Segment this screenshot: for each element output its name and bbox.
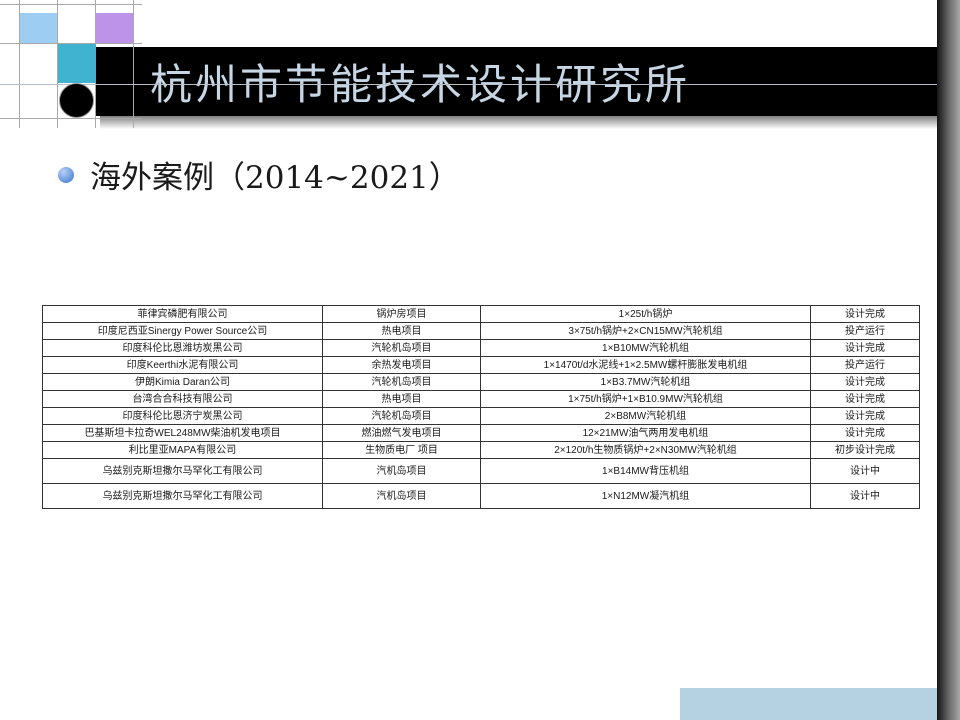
grid-line-horizontal	[0, 43, 142, 44]
table-cell: 乌兹别克斯坦撒尔马罕化工有限公司	[42, 458, 323, 484]
grid-line-horizontal	[0, 118, 142, 119]
table-row: 伊朗Kimia Daran公司 汽轮机岛项目 1×B3.7MW汽轮机组 设计完成	[42, 373, 920, 391]
table-cell: 汽机岛项目	[322, 483, 481, 509]
table-cell: 生物质电厂 项目	[322, 441, 481, 459]
table-row: 印度科伦比恩潍坊炭黑公司 汽轮机岛项目 1×B10MW汽轮机组 设计完成	[42, 339, 920, 357]
banner-shadow	[100, 116, 937, 129]
table-cell: 乌兹别克斯坦撒尔马罕化工有限公司	[42, 483, 323, 509]
table-row: 台湾合合科技有限公司 热电项目 1×75t/h锅炉+1×B10.9MW汽轮机组 设计完…	[42, 390, 920, 408]
decor-square-teal	[58, 44, 96, 83]
table-cell: 台湾合合科技有限公司	[42, 390, 323, 408]
table-cell: 3×75t/h锅炉+2×CN15MW汽轮机组	[480, 322, 811, 340]
table-row: 印度Keerthi水泥有限公司 余热发电项目 1×1470t/d水泥线+1×2.5M…	[42, 356, 920, 374]
table-row: 巴基斯坦卡拉奇WEL248MW柴油机发电项目 燃油燃气发电项目 12×21MW油气两…	[42, 424, 920, 442]
title-banner: 杭州市节能技术设计研究所	[95, 47, 937, 116]
footer-bar	[680, 688, 937, 720]
table-cell: 1×N12MW凝汽机组	[480, 483, 811, 509]
table-cell: 投产运行	[810, 356, 920, 374]
bullet-row: 海外案例（2014~2021）	[58, 152, 460, 197]
table-row: 乌兹别克斯坦撒尔马罕化工有限公司 汽机岛项目 1×B14MW背压机组 设计中	[42, 458, 920, 484]
table-cell: 印度尼西亚Sinergy Power Source公司	[42, 322, 323, 340]
table-cell: 设计完成	[810, 390, 920, 408]
table-cell: 汽轮机岛项目	[322, 407, 481, 425]
table-cell: 1×B3.7MW汽轮机组	[480, 373, 811, 391]
table-cell: 巴基斯坦卡拉奇WEL248MW柴油机发电项目	[42, 424, 323, 442]
table-cell: 设计中	[810, 458, 920, 484]
decor-square-blue	[20, 13, 57, 43]
table-cell: 设计完成	[810, 424, 920, 442]
projects-table: 菲律宾磷肥有限公司 锅炉房项目 1×25t/h锅炉 设计完成 印度尼西亚Sinergy …	[42, 305, 920, 509]
table-row: 利比里亚MAPA有限公司 生物质电厂 项目 2×120t/h生物质锅炉+2×N30M…	[42, 441, 920, 459]
decor-circle-black	[59, 83, 94, 118]
table-cell: 1×25t/h锅炉	[480, 305, 811, 323]
table-cell: 1×B14MW背压机组	[480, 458, 811, 484]
grid-line-horizontal	[0, 4, 142, 5]
table-cell: 热电项目	[322, 322, 481, 340]
table-cell: 投产运行	[810, 322, 920, 340]
table-cell: 2×B8MW汽轮机组	[480, 407, 811, 425]
table-row: 印度科伦比恩济宁炭黑公司 汽轮机岛项目 2×B8MW汽轮机组 设计完成	[42, 407, 920, 425]
slide-edge-shadow	[937, 0, 960, 720]
table-cell: 锅炉房项目	[322, 305, 481, 323]
table-cell: 12×21MW油气两用发电机组	[480, 424, 811, 442]
bullet-text: 海外案例（2014~2021）	[90, 160, 460, 196]
grid-line-vertical	[19, 0, 20, 128]
table-cell: 菲律宾磷肥有限公司	[42, 305, 323, 323]
table-cell: 设计中	[810, 483, 920, 509]
table-cell: 2×120t/h生物质锅炉+2×N30MW汽轮机组	[480, 441, 811, 459]
table-cell: 设计完成	[810, 373, 920, 391]
table-cell: 伊朗Kimia Daran公司	[42, 373, 323, 391]
decor-square-purple	[96, 13, 133, 43]
table-cell: 利比里亚MAPA有限公司	[42, 441, 323, 459]
table-cell: 燃油燃气发电项目	[322, 424, 481, 442]
table-cell: 印度科伦比恩济宁炭黑公司	[42, 407, 323, 425]
table-cell: 热电项目	[322, 390, 481, 408]
table-cell: 印度Keerthi水泥有限公司	[42, 356, 323, 374]
table-cell: 汽轮机岛项目	[322, 373, 481, 391]
grid-line-vertical	[57, 0, 58, 128]
table-cell: 印度科伦比恩潍坊炭黑公司	[42, 339, 323, 357]
table-row: 乌兹别克斯坦撒尔马罕化工有限公司 汽机岛项目 1×N12MW凝汽机组 设计中	[42, 483, 920, 509]
table-cell: 汽轮机岛项目	[322, 339, 481, 357]
table-cell: 初步设计完成	[810, 441, 920, 459]
slide-title: 杭州市节能技术设计研究所	[150, 60, 691, 109]
bullet-icon	[58, 166, 74, 183]
table-cell: 余热发电项目	[322, 356, 481, 374]
table-cell: 设计完成	[810, 339, 920, 357]
table-cell: 设计完成	[810, 407, 920, 425]
table-cell: 设计完成	[810, 305, 920, 323]
table-cell: 1×B10MW汽轮机组	[480, 339, 811, 357]
grid-line-vertical	[133, 0, 134, 128]
grid-line-horizontal	[0, 84, 937, 85]
table-cell: 1×75t/h锅炉+1×B10.9MW汽轮机组	[480, 390, 811, 408]
table-cell: 汽机岛项目	[322, 458, 481, 484]
table-cell: 1×1470t/d水泥线+1×2.5MW螺杆膨胀发电机组	[480, 356, 811, 374]
table-row: 菲律宾磷肥有限公司 锅炉房项目 1×25t/h锅炉 设计完成	[42, 305, 920, 323]
projects-table-body: 菲律宾磷肥有限公司 锅炉房项目 1×25t/h锅炉 设计完成 印度尼西亚Sinergy …	[42, 305, 920, 509]
table-row: 印度尼西亚Sinergy Power Source公司 热电项目 3×75t/h锅炉…	[42, 322, 920, 340]
